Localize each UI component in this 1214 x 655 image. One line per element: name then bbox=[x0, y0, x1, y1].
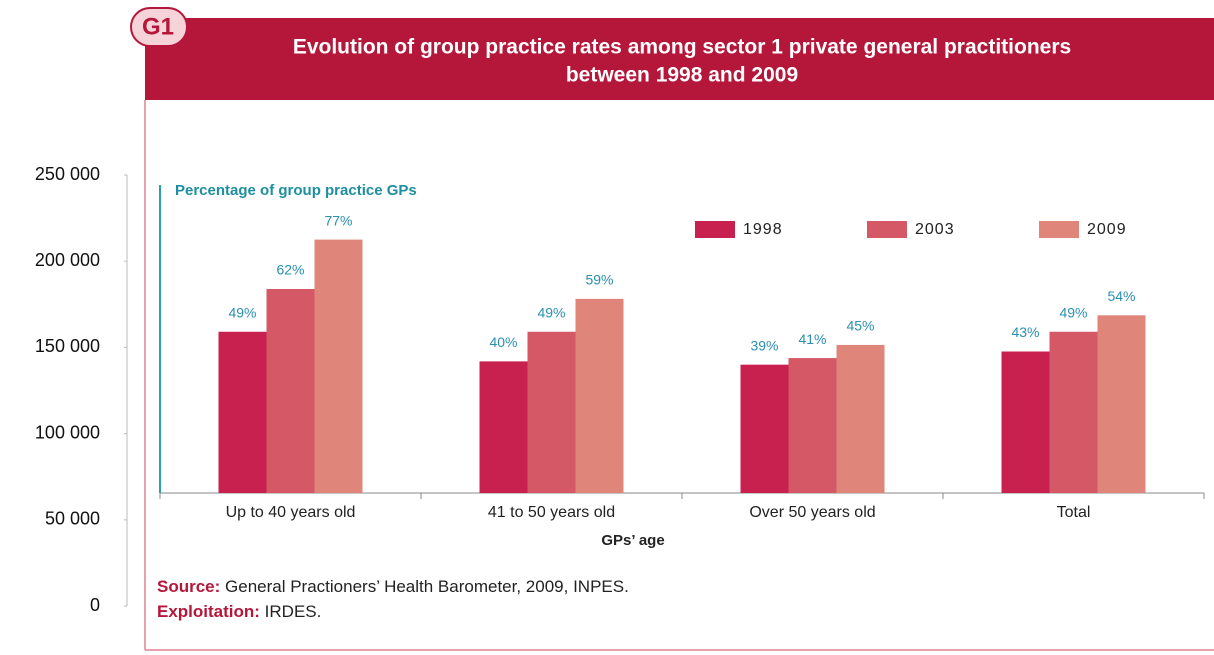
value-label: 62% bbox=[276, 262, 304, 278]
exploitation-label: Exploitation: bbox=[157, 602, 260, 621]
value-label: 49% bbox=[228, 304, 256, 320]
badge: G1 bbox=[142, 13, 174, 40]
bar bbox=[314, 239, 363, 493]
legend-swatch bbox=[867, 221, 907, 238]
bar bbox=[1049, 331, 1098, 493]
y2-tick-label: 0 bbox=[90, 595, 100, 615]
legend-label: 2009 bbox=[1087, 221, 1127, 238]
x-axis-label: GPs’ age bbox=[601, 532, 664, 549]
legend-label: 2003 bbox=[915, 221, 955, 238]
y2-tick-label: 250 000 bbox=[35, 164, 100, 184]
chart-title: Evolution of group practice rates among … bbox=[293, 36, 1071, 59]
bar bbox=[575, 298, 624, 493]
y2-tick-label: 200 000 bbox=[35, 250, 100, 270]
exploitation: Exploitation: IRDES. bbox=[157, 602, 321, 621]
badge-bg bbox=[130, 7, 188, 47]
header-band bbox=[145, 18, 1214, 100]
y2-tick-label: 100 000 bbox=[35, 422, 100, 442]
value-label: 54% bbox=[1107, 288, 1135, 304]
x-tick-label: Up to 40 years old bbox=[226, 504, 356, 521]
chart-title: between 1998 and 2009 bbox=[566, 64, 798, 87]
value-label: 39% bbox=[750, 337, 778, 353]
bar bbox=[740, 364, 789, 493]
y-axis-label: Percentage of group practice GPs bbox=[175, 182, 417, 199]
bar bbox=[218, 331, 267, 493]
bar bbox=[788, 358, 837, 493]
exploitation-text: IRDES. bbox=[260, 602, 321, 621]
x-tick-label: Total bbox=[1057, 504, 1091, 521]
value-label: 77% bbox=[324, 212, 352, 228]
bar bbox=[1001, 351, 1050, 493]
y2-tick-label: 50 000 bbox=[45, 509, 100, 529]
bar bbox=[266, 288, 315, 493]
value-label: 43% bbox=[1011, 324, 1039, 340]
bar bbox=[527, 331, 576, 493]
x-tick-label: Over 50 years old bbox=[749, 504, 875, 521]
y2-tick-label: 150 000 bbox=[35, 336, 100, 356]
x-tick-label: 41 to 50 years old bbox=[488, 504, 615, 521]
value-label: 40% bbox=[489, 334, 517, 350]
value-label: 45% bbox=[846, 318, 874, 334]
bar bbox=[479, 361, 528, 493]
legend-swatch bbox=[695, 221, 735, 238]
value-label: 49% bbox=[537, 304, 565, 320]
bar bbox=[1097, 315, 1146, 493]
source-label: Source: bbox=[157, 577, 220, 596]
value-label: 59% bbox=[585, 272, 613, 288]
source-text: General Practioners’ Health Barometer, 2… bbox=[220, 577, 629, 596]
bar bbox=[836, 344, 885, 493]
value-label: 41% bbox=[798, 331, 826, 347]
source: Source: General Practioners’ Health Baro… bbox=[157, 577, 629, 596]
value-label: 49% bbox=[1059, 304, 1087, 320]
legend-swatch bbox=[1039, 221, 1079, 238]
legend-label: 1998 bbox=[743, 221, 783, 238]
